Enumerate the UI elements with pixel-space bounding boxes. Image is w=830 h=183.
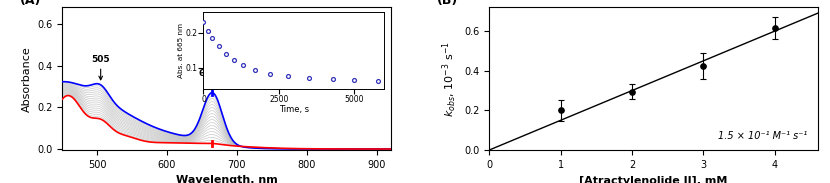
Text: 1.5 × 10⁻¹ M⁻¹ s⁻¹: 1.5 × 10⁻¹ M⁻¹ s⁻¹ xyxy=(718,131,807,141)
X-axis label: [Atractylenolide II], mM: [Atractylenolide II], mM xyxy=(579,175,728,183)
Y-axis label: Absorbance: Absorbance xyxy=(22,46,32,112)
Y-axis label: $\mathit{k}_{obs}$, 10$^{-3}$ s$^{-1}$: $\mathit{k}_{obs}$, 10$^{-3}$ s$^{-1}$ xyxy=(440,41,458,117)
X-axis label: Wavelength, nm: Wavelength, nm xyxy=(176,175,277,183)
Text: 665: 665 xyxy=(198,69,217,88)
Text: (B): (B) xyxy=(437,0,458,8)
Text: 505: 505 xyxy=(91,55,110,80)
Text: (A): (A) xyxy=(20,0,41,8)
